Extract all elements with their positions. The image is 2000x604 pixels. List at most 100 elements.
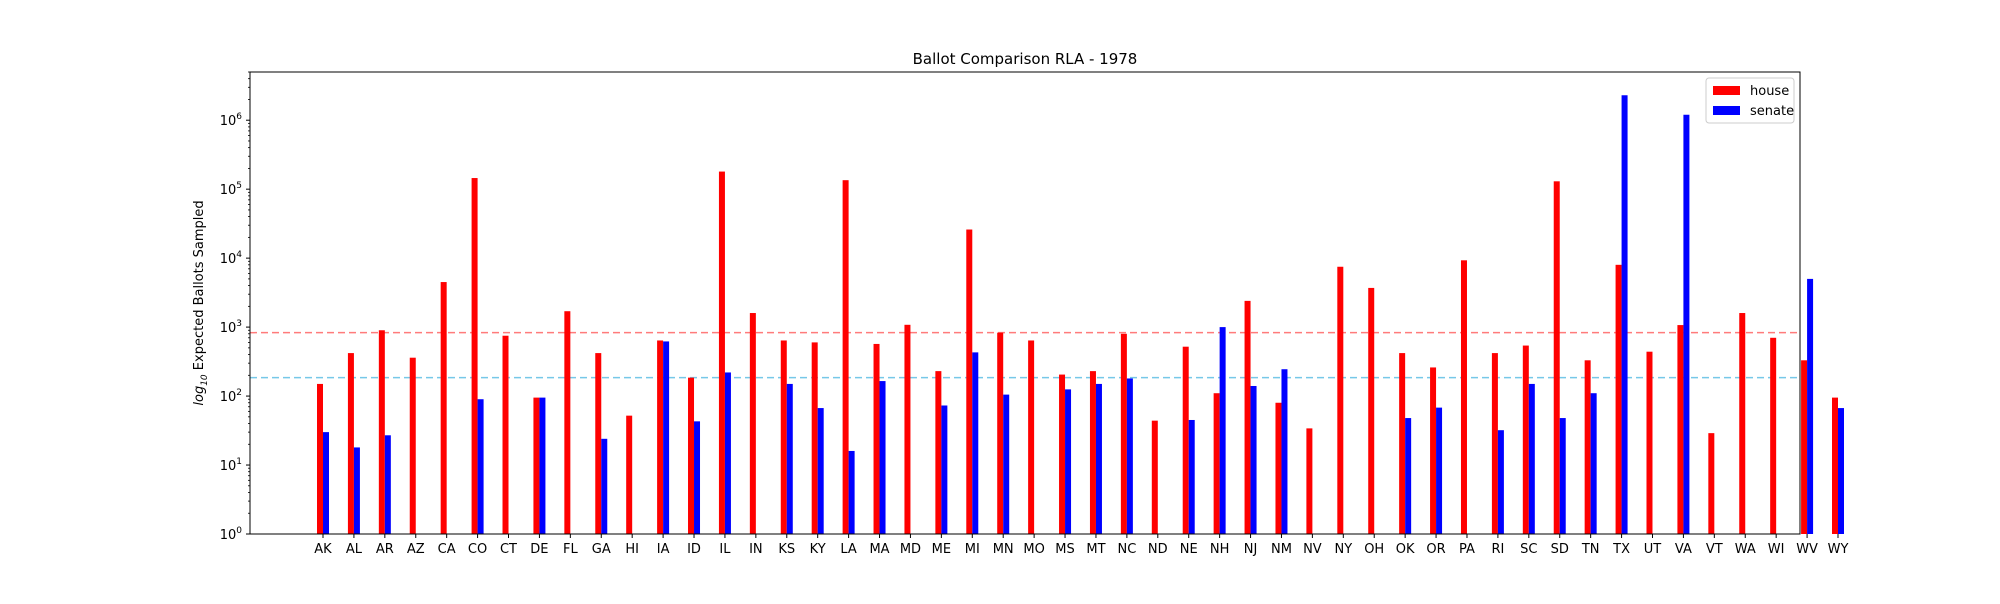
x-tick-label-VA: VA — [1675, 542, 1692, 557]
bar-senate-IA — [663, 341, 670, 534]
bar-house-IN — [749, 313, 756, 534]
bar-house-RI — [1491, 353, 1498, 534]
bar-senate-MA — [879, 381, 886, 534]
x-tick-label-FL: FL — [563, 542, 578, 557]
chart-title: Ballot Comparison RLA - 1978 — [913, 50, 1138, 68]
bar-house-IA — [657, 340, 664, 534]
bar-house-AL — [347, 353, 354, 534]
x-tick-label-ID: ID — [687, 542, 701, 557]
bar-senate-NM — [1281, 369, 1288, 534]
x-tick-label-NV: NV — [1303, 542, 1322, 557]
bar-senate-AL — [353, 447, 360, 534]
bar-senate-DE — [539, 397, 546, 534]
x-tick-label-VT: VT — [1706, 542, 1723, 557]
bar-house-KS — [780, 340, 787, 534]
bar-house-WI — [1770, 337, 1777, 534]
legend-label-house: house — [1750, 84, 1789, 99]
bar-house-KY — [811, 342, 818, 534]
bar-house-GA — [595, 353, 602, 534]
bar-house-ND — [1151, 420, 1158, 534]
y-tick-label-4: 104 — [220, 250, 243, 267]
x-tick-label-CO: CO — [468, 542, 487, 557]
x-tick-label-ND: ND — [1148, 542, 1168, 557]
bar-house-CT — [502, 335, 509, 534]
y-tick-label-2: 102 — [220, 388, 242, 405]
x-tick-label-OH: OH — [1364, 542, 1384, 557]
bar-house-MD — [904, 324, 911, 534]
x-tick-label-RI: RI — [1491, 542, 1504, 557]
x-tick-label-GA: GA — [592, 542, 611, 557]
bar-senate-CO — [477, 399, 484, 534]
x-tick-label-WA: WA — [1735, 542, 1756, 557]
legend-label-senate: senate — [1750, 104, 1794, 119]
x-tick-label-CT: CT — [500, 542, 517, 557]
x-tick-label-IA: IA — [657, 542, 670, 557]
bars — [317, 95, 1844, 535]
x-tick-label-UT: UT — [1644, 542, 1662, 557]
y-tick-label-6: 106 — [220, 112, 243, 129]
bar-house-OH — [1368, 287, 1375, 534]
bar-house-NV — [1306, 428, 1313, 534]
bar-senate-VA — [1683, 114, 1690, 535]
x-tick-label-MD: MD — [900, 542, 921, 557]
bar-house-MI — [966, 229, 973, 535]
x-tick-label-MA: MA — [869, 542, 889, 557]
bar-house-TN — [1584, 360, 1591, 534]
bar-house-OR — [1430, 367, 1437, 534]
bar-house-CA — [440, 282, 447, 534]
bar-house-NC — [1120, 333, 1127, 534]
bar-senate-ID — [694, 421, 701, 534]
x-tick-label-NM: NM — [1271, 542, 1292, 557]
bar-senate-OK — [1405, 418, 1412, 534]
bar-senate-LA — [848, 450, 855, 534]
bar-house-DE — [533, 397, 540, 534]
bar-house-WV — [1801, 360, 1808, 534]
bar-house-UT — [1646, 351, 1653, 534]
bar-house-MA — [873, 343, 880, 534]
bar-house-ID — [688, 377, 695, 534]
x-tick-label-AL: AL — [346, 542, 363, 557]
x-tick-label-PA: PA — [1459, 542, 1475, 557]
x-tick-label-TN: TN — [1581, 542, 1600, 557]
bar-senate-NE — [1188, 419, 1195, 534]
bar-house-VT — [1708, 433, 1715, 534]
bar-house-HI — [626, 415, 633, 534]
x-tick-label-MN: MN — [993, 542, 1014, 557]
bar-house-NJ — [1244, 300, 1251, 534]
x-tick-label-TX: TX — [1612, 542, 1630, 557]
bar-house-MS — [1059, 374, 1066, 534]
y-axis-label-subscript: 10 — [200, 374, 210, 386]
bar-house-AZ — [409, 357, 416, 534]
bar-senate-NC — [1126, 378, 1133, 534]
bar-senate-MT — [1095, 383, 1102, 534]
bar-house-ME — [935, 371, 942, 534]
bar-senate-WY — [1838, 408, 1844, 534]
bar-house-NM — [1275, 402, 1282, 534]
x-tick-label-CA: CA — [438, 542, 456, 557]
x-tick-label-MS: MS — [1055, 542, 1074, 557]
x-tick-label-HI: HI — [625, 542, 639, 557]
x-tick-label-WV: WV — [1796, 542, 1818, 557]
x-tick-label-DE: DE — [530, 542, 548, 557]
bar-house-NH — [1213, 393, 1220, 534]
y-tick-label-1: 101 — [220, 457, 242, 474]
bar-house-WY — [1832, 397, 1838, 534]
bar-house-AK — [317, 383, 323, 534]
x-tick-label-NH: NH — [1210, 542, 1230, 557]
bar-house-SD — [1553, 181, 1560, 534]
x-tick-label-MT: MT — [1086, 542, 1105, 557]
bar-house-MO — [1028, 340, 1035, 534]
x-tick-label-SC: SC — [1520, 542, 1537, 557]
y-axis: 100 101 102 103 104 105 106 — [220, 71, 250, 543]
bar-senate-KS — [786, 383, 793, 534]
reference-lines — [250, 331, 1800, 379]
x-tick-label-KY: KY — [810, 542, 826, 557]
bar-senate-AK — [323, 432, 329, 534]
y-axis-label-text: Expected Ballots Sampled — [192, 200, 207, 374]
legend-swatch-house — [1713, 86, 1740, 95]
bar-senate-GA — [601, 438, 608, 534]
bar-senate-MS — [1065, 389, 1072, 534]
bar-senate-MI — [972, 352, 979, 534]
bar-senate-TX — [1621, 95, 1628, 535]
x-tick-label-WI: WI — [1768, 542, 1785, 557]
